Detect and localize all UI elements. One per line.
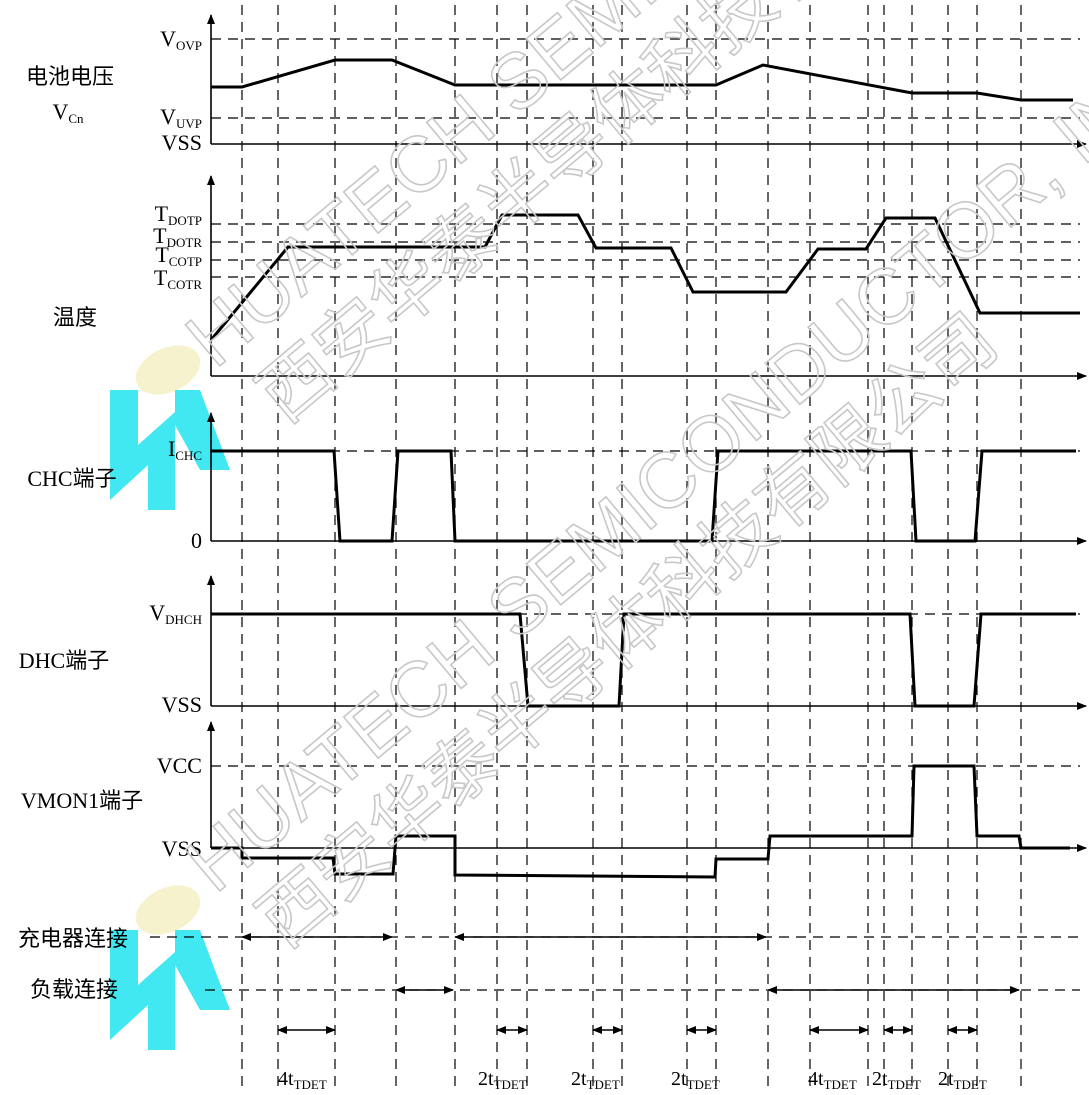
delay-label: 2tTDET [571,1068,620,1092]
logo-mark-top [110,345,230,510]
vmon-level-label: VSS [162,836,202,861]
vmon-waveform [211,764,1070,879]
load-row-label: 负载连接 [30,977,118,1002]
delay-label: 2tTDET [938,1068,987,1092]
vmon-label: VMON1端子 [21,788,143,813]
delay-label: 2tTDET [872,1068,921,1092]
temp-level-label: TDOTP [155,201,202,228]
logo-mark-bottom [110,885,230,1050]
delay-label: 2tTDET [671,1068,720,1092]
vcell-label: 电池电压 [26,64,114,89]
dhc-label: DHC端子 [19,648,109,673]
delay-label: 4tTDET [808,1068,857,1092]
chc-level-label: ICHC [168,436,202,463]
chc-label: CHC端子 [27,466,116,491]
delay-label: 4tTDET [278,1068,327,1092]
delay-label: 2tTDET [478,1068,527,1092]
vcell-level-label: VUVP [160,104,202,131]
watermark-text-cn: 西安华泰半导体科技有限公司 [242,297,1013,963]
temp-level-label: TCOTP [155,242,202,269]
dhc-waveform [211,612,1076,708]
vcell-level-label: VSS [162,130,202,155]
temperature-waveform [209,213,1080,341]
watermark-text-en: HUATECH SEMICONDUCTOR, INC [169,26,1089,908]
chc-level-label: 0 [191,528,202,553]
temp-level-label: TDOTR [153,223,202,250]
dhc-level-label: VDHCH [149,600,202,627]
temp-label: 温度 [53,305,97,330]
charger-row-label: 充电器连接 [18,926,128,951]
vcell-label: VCn [52,99,84,126]
vmon-level-label: VCC [157,753,202,778]
vcell-waveform [211,58,1073,102]
dhc-level-label: VSS [162,692,202,717]
chc-waveform [211,449,1076,543]
vcell-level-label: VOVP [160,26,202,53]
temp-level-label: TCOTR [154,265,202,292]
